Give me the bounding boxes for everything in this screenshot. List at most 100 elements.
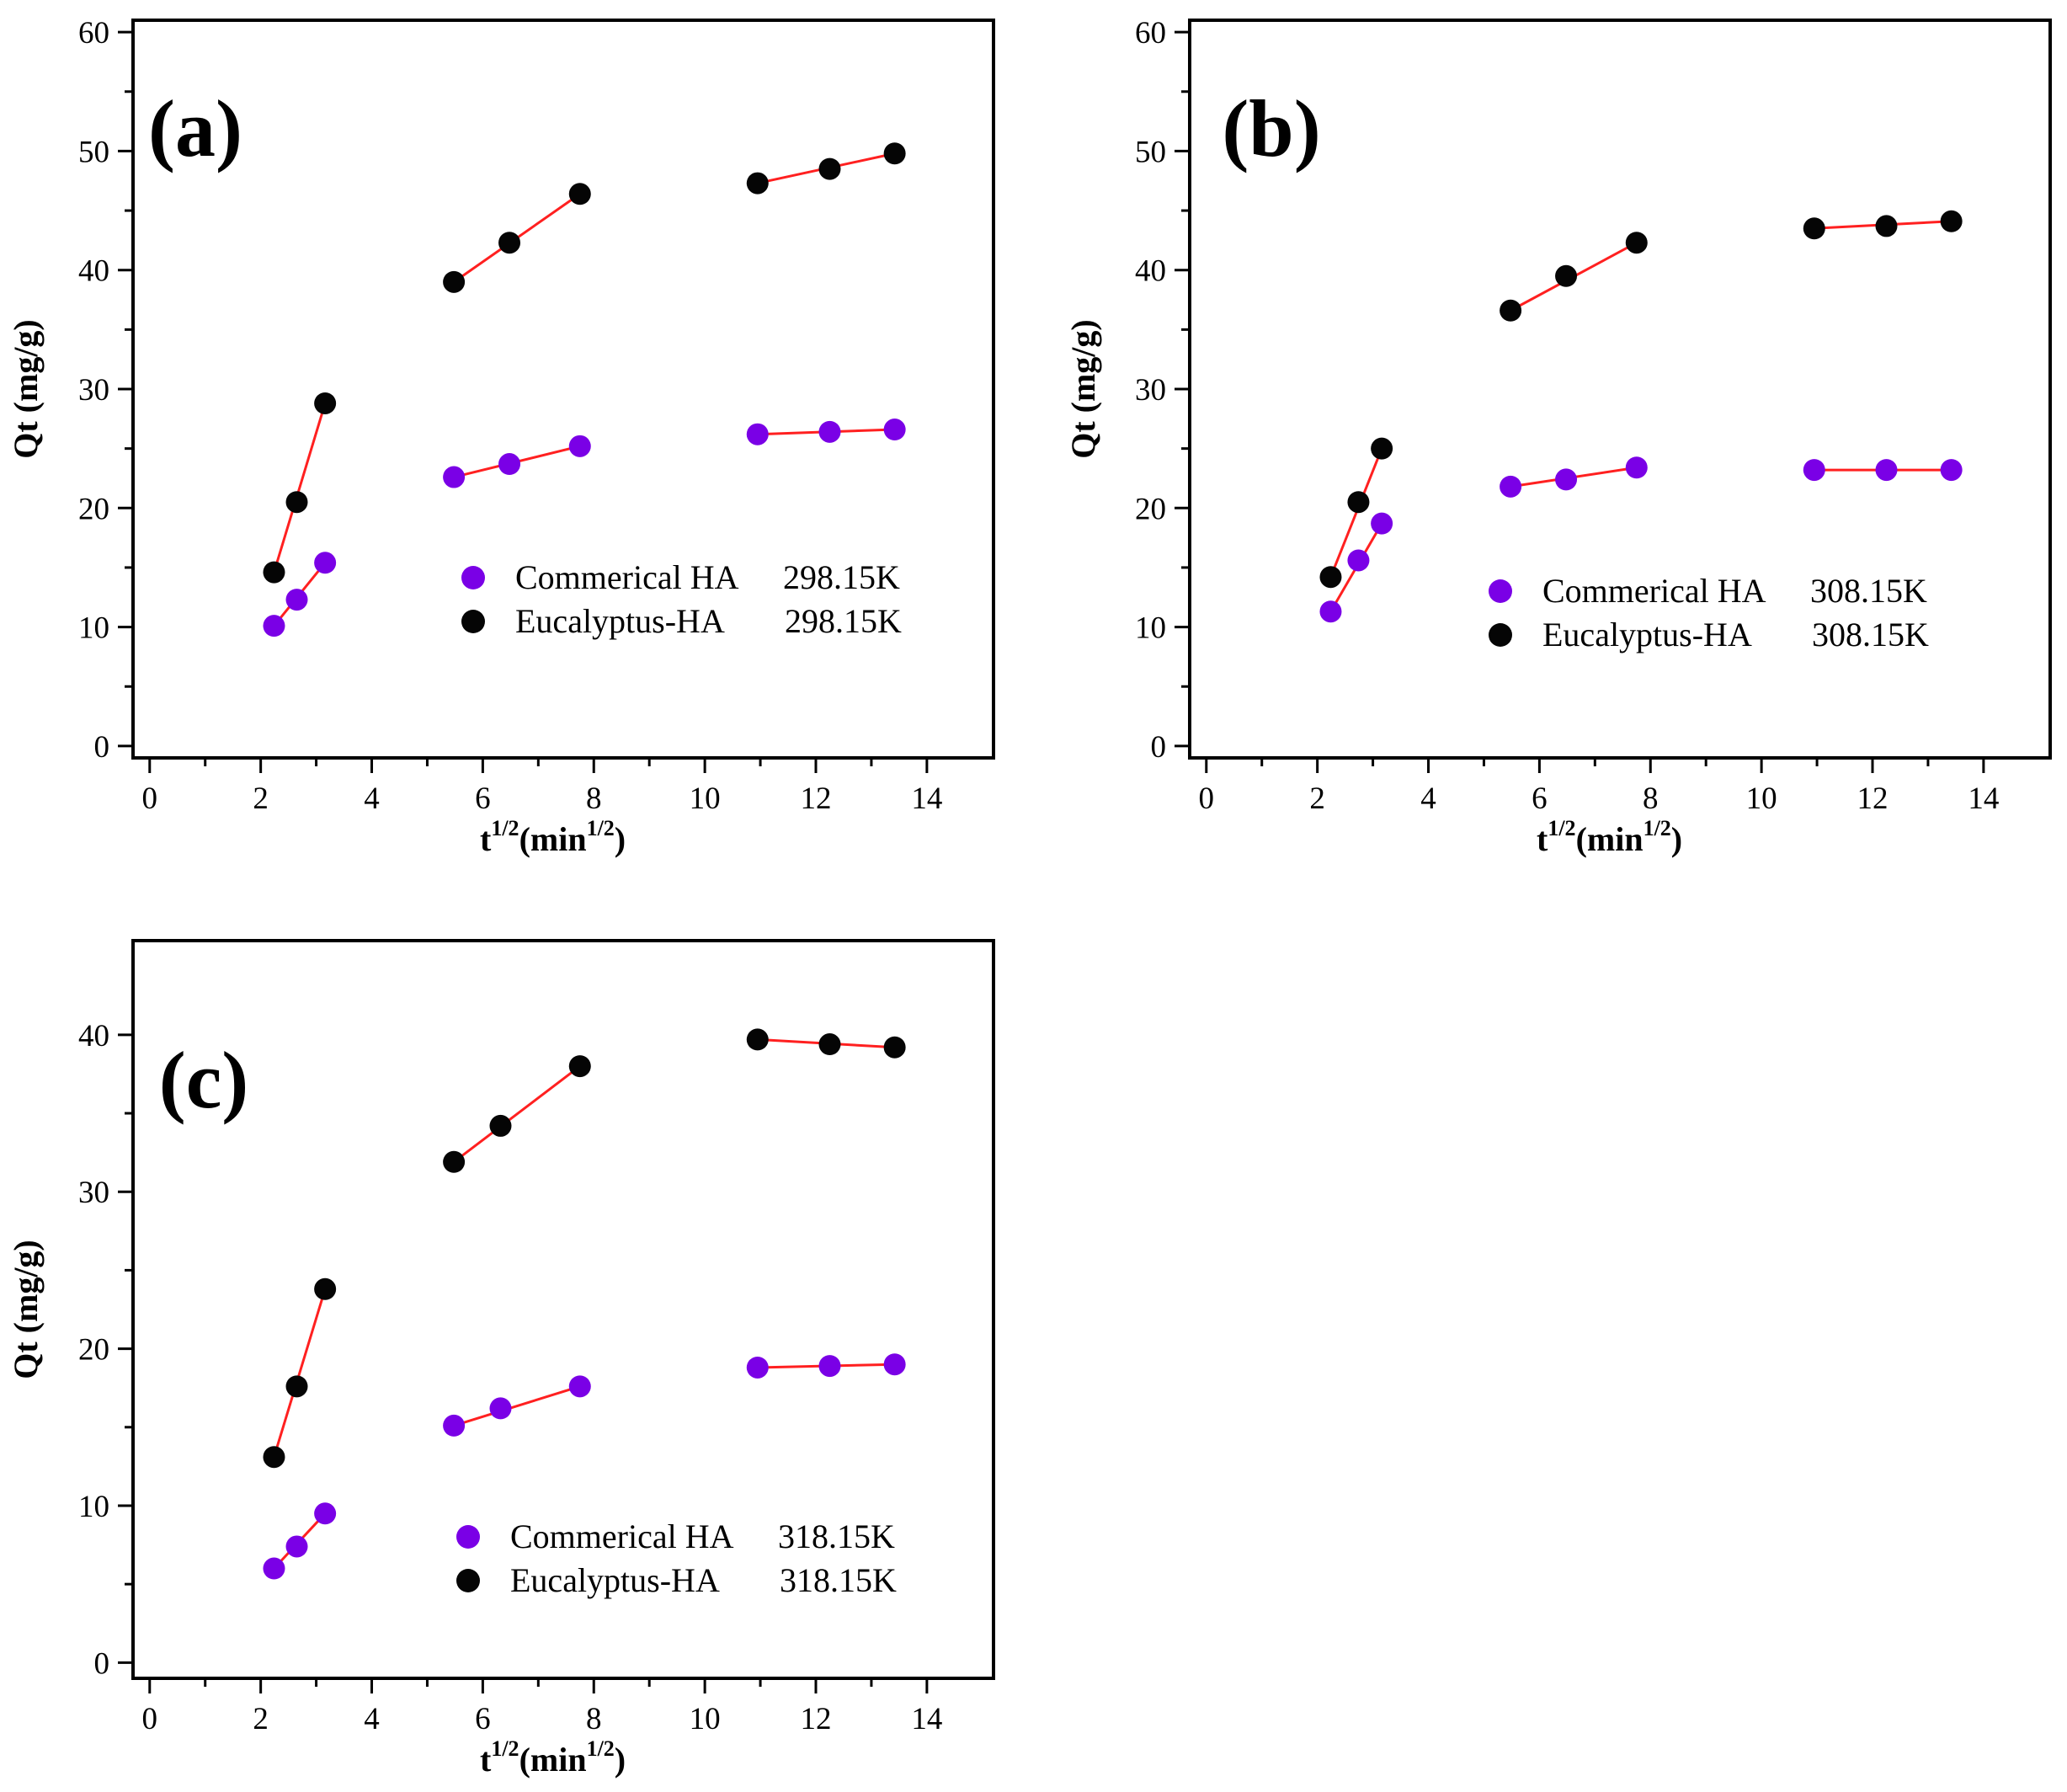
legend-label: Eucalyptus-HA xyxy=(515,602,725,640)
legend-marker xyxy=(461,566,485,589)
eucalyptus-ha-point xyxy=(498,232,521,254)
x-tick-label: 0 xyxy=(1199,781,1215,816)
y-tick-label: 10 xyxy=(78,1490,109,1524)
commercial-ha-point xyxy=(568,435,591,457)
y-tick-label: 60 xyxy=(1135,16,1166,51)
x-tick-label: 6 xyxy=(475,781,491,816)
x-tick-label: 0 xyxy=(142,781,158,816)
panel-label: (a) xyxy=(148,83,242,173)
commercial-ha-point xyxy=(1625,456,1648,479)
x-tick-label: 14 xyxy=(1968,781,1999,816)
commercial-ha-point xyxy=(489,1397,512,1420)
x-axis-label-part: (min xyxy=(1576,820,1643,858)
commercial-ha-point xyxy=(1803,459,1825,482)
x-axis-label-superscript: 1/2 xyxy=(491,816,519,840)
commercial-ha-point xyxy=(1875,459,1898,482)
y-tick-label: 20 xyxy=(78,492,109,526)
commercial-ha-point xyxy=(314,1502,337,1525)
commercial-ha-point xyxy=(443,466,466,488)
x-axis-label-part: (min xyxy=(519,1741,587,1779)
x-tick-label: 4 xyxy=(1420,781,1436,816)
commercial-ha-point xyxy=(443,1414,466,1437)
legend-temperature: 308.15K xyxy=(1810,572,1927,610)
legend-temperature: 308.15K xyxy=(1812,616,1929,653)
eucalyptus-ha-point xyxy=(314,392,337,414)
panel-label: (c) xyxy=(159,1035,249,1125)
fit-line xyxy=(273,403,327,573)
x-axis-label-part: t xyxy=(1537,820,1548,858)
eucalyptus-ha-point xyxy=(263,1446,285,1469)
panel-label: (b) xyxy=(1222,83,1320,173)
x-axis-label-superscript: 1/2 xyxy=(587,1736,615,1761)
commercial-ha-point xyxy=(263,615,285,637)
legend-temperature: 298.15K xyxy=(783,558,900,596)
fit-line xyxy=(273,1288,327,1458)
eucalyptus-ha-point xyxy=(1625,232,1648,254)
eucalyptus-ha-point xyxy=(746,172,769,195)
x-axis-label: t1/2(min1/2) xyxy=(1537,816,1682,858)
commercial-ha-point xyxy=(1500,475,1522,498)
commercial-ha-point xyxy=(746,423,769,445)
x-tick-label: 8 xyxy=(1643,781,1659,816)
legend-temperature: 318.15K xyxy=(778,1517,895,1555)
x-axis-label-superscript: 1/2 xyxy=(491,1736,519,1761)
legend-label: Commerical HA xyxy=(510,1517,734,1555)
y-tick-label: 0 xyxy=(94,1646,110,1681)
x-tick-label: 12 xyxy=(1857,781,1889,816)
plot-frame xyxy=(131,19,995,760)
y-tick-label: 60 xyxy=(78,16,109,51)
commercial-ha-point xyxy=(1347,549,1370,572)
x-axis-label: t1/2(min1/2) xyxy=(480,816,626,858)
y-tick-label: 20 xyxy=(78,1333,109,1368)
x-tick-label: 4 xyxy=(364,1702,380,1736)
x-tick-label: 0 xyxy=(142,1702,158,1736)
y-tick-label: 30 xyxy=(1135,373,1166,408)
legend-label: Commerical HA xyxy=(515,558,739,596)
x-axis-label-part: t xyxy=(480,820,492,858)
x-axis-label-part: ) xyxy=(615,1741,626,1779)
commercial-ha-point xyxy=(1371,512,1393,535)
commercial-ha-point xyxy=(746,1356,769,1379)
y-tick-label: 30 xyxy=(78,373,109,408)
commercial-ha-point xyxy=(1940,459,1963,482)
y-tick-label: 40 xyxy=(78,254,109,289)
x-tick-label: 8 xyxy=(586,1702,602,1736)
y-tick-label: 30 xyxy=(78,1176,109,1210)
commercial-ha-point xyxy=(568,1375,591,1398)
commercial-ha-point xyxy=(883,419,906,441)
x-tick-label: 14 xyxy=(911,781,942,816)
eucalyptus-ha-point xyxy=(443,1150,466,1173)
eucalyptus-ha-point xyxy=(489,1114,512,1137)
commercial-ha-point xyxy=(263,1557,285,1580)
x-tick-label: 2 xyxy=(253,781,269,816)
eucalyptus-ha-point xyxy=(818,1033,841,1056)
y-tick-label: 40 xyxy=(1135,254,1166,289)
x-axis-label: t1/2(min1/2) xyxy=(480,1736,626,1779)
eucalyptus-ha-point xyxy=(1875,215,1898,237)
legend-marker xyxy=(461,610,485,633)
legend-temperature: 318.15K xyxy=(780,1561,897,1599)
eucalyptus-ha-point xyxy=(285,1375,308,1398)
commercial-ha-point xyxy=(883,1353,906,1376)
y-tick-label: 10 xyxy=(1135,611,1166,646)
commercial-ha-point xyxy=(314,552,337,574)
x-axis-label-part: ) xyxy=(615,820,626,858)
x-tick-label: 4 xyxy=(364,781,380,816)
eucalyptus-ha-point xyxy=(883,1036,906,1059)
eucalyptus-ha-point xyxy=(1500,299,1522,322)
x-tick-label: 10 xyxy=(690,781,721,816)
legend-label: Eucalyptus-HA xyxy=(1542,616,1752,653)
y-axis-label: Qt (mg/g) xyxy=(1064,319,1102,459)
commercial-ha-point xyxy=(285,589,308,611)
y-tick-label: 40 xyxy=(78,1019,109,1053)
legend-marker xyxy=(1489,623,1512,647)
x-tick-label: 12 xyxy=(801,1702,832,1736)
fit-line xyxy=(453,1384,581,1427)
x-tick-label: 2 xyxy=(1309,781,1325,816)
eucalyptus-ha-point xyxy=(1347,491,1370,514)
x-axis-label-superscript: 1/2 xyxy=(1643,816,1671,840)
legend-label: Commerical HA xyxy=(1542,572,1766,610)
